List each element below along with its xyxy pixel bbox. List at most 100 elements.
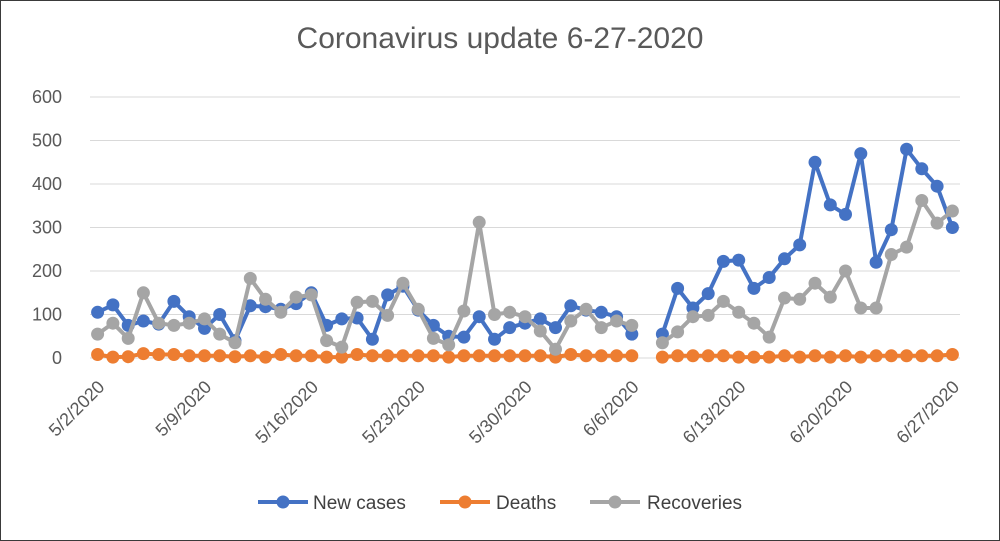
data-point [671, 281, 685, 295]
data-point [320, 334, 334, 348]
data-point [289, 290, 303, 304]
data-point [488, 349, 501, 363]
data-point [259, 292, 272, 306]
data-point [884, 223, 898, 237]
data-point [915, 349, 929, 363]
legend-swatch-marker [608, 495, 622, 509]
data-point [823, 290, 837, 304]
data-point [884, 248, 898, 261]
data-point [472, 349, 486, 363]
gridlines [90, 96, 960, 359]
chart-title: Coronavirus update 6-27-2020 [296, 22, 704, 55]
data-point [121, 331, 135, 345]
data-point [533, 349, 547, 363]
data-point [854, 301, 868, 315]
data-point [365, 294, 379, 308]
data-point [869, 349, 883, 363]
data-point [503, 321, 517, 335]
data-point [488, 308, 501, 321]
data-point [396, 276, 410, 290]
data-point [457, 330, 471, 344]
data-point [106, 298, 120, 312]
data-point [778, 349, 791, 363]
data-point [213, 327, 227, 341]
data-point [335, 312, 349, 326]
data-point [793, 238, 807, 252]
y-tick-label: 600 [32, 87, 62, 107]
data-point [762, 330, 776, 344]
data-point [442, 350, 456, 364]
data-point [762, 271, 776, 284]
data-point [579, 302, 593, 316]
data-point [884, 349, 898, 363]
legend: New cases Deaths Recoveries [258, 493, 742, 514]
data-point [778, 291, 791, 305]
data-point [228, 350, 242, 364]
data-point [930, 179, 944, 193]
data-point [503, 349, 517, 363]
data-point [610, 314, 624, 328]
legend-swatch-marker [458, 495, 472, 509]
data-point [152, 316, 166, 330]
x-tick-label: 5/9/2020 [152, 377, 216, 441]
legend-label: Deaths [496, 493, 556, 514]
legend-item-recoveries: Recoveries [590, 493, 742, 514]
data-point [198, 312, 211, 326]
data-point [747, 281, 761, 295]
data-point [564, 299, 578, 313]
data-point [854, 350, 868, 364]
data-point [198, 349, 211, 363]
data-point [747, 350, 761, 364]
data-point [350, 295, 364, 309]
data-point [335, 350, 349, 364]
x-tick-label: 6/6/2020 [579, 377, 643, 441]
data-point [213, 308, 227, 321]
data-point [716, 349, 730, 363]
data-point [136, 347, 150, 361]
data-point [839, 264, 852, 278]
data-point [686, 310, 700, 324]
data-point [426, 331, 440, 345]
data-point [900, 349, 914, 363]
legend-swatch-marker [276, 495, 290, 509]
data-point [274, 348, 288, 361]
data-point [716, 254, 730, 268]
data-point [167, 294, 181, 308]
data-point [411, 302, 425, 316]
x-tick-label: 6/27/2020 [892, 377, 963, 448]
data-point [823, 350, 837, 364]
data-point [381, 349, 395, 363]
data-point [442, 338, 456, 352]
data-point [808, 276, 822, 290]
data-point [900, 142, 914, 156]
data-point [945, 348, 959, 361]
data-point [701, 287, 715, 301]
data-point [915, 162, 929, 176]
legend-item-new-cases: New cases [258, 493, 406, 514]
data-point [732, 350, 746, 364]
data-point [732, 305, 746, 319]
data-point [518, 349, 532, 363]
data-point [106, 316, 120, 330]
data-point [808, 349, 822, 363]
data-point [213, 349, 227, 363]
data-point [396, 349, 410, 363]
data-point [839, 207, 852, 221]
data-point [671, 325, 685, 339]
data-point [152, 348, 166, 361]
data-point [472, 310, 486, 324]
data-point [259, 350, 272, 364]
data-point [808, 155, 822, 169]
data-point [945, 221, 959, 234]
data-point [533, 324, 547, 338]
data-point [503, 305, 517, 319]
data-point [411, 349, 425, 363]
data-point [457, 349, 471, 363]
data-point [136, 314, 150, 328]
data-point [365, 349, 379, 363]
legend-item-deaths: Deaths [440, 493, 556, 514]
data-point [762, 350, 776, 364]
y-axis-ticks: 0 100 200 300 400 500 600 [32, 87, 62, 368]
y-tick-label: 300 [32, 218, 62, 238]
